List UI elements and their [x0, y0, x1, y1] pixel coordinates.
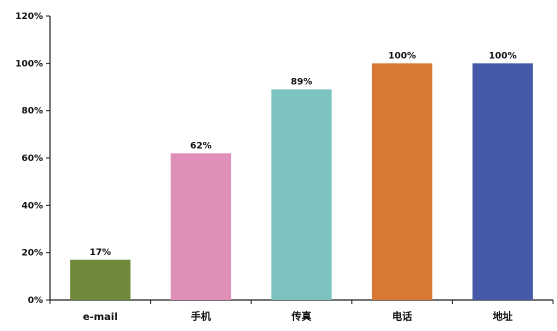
- y-tick-label: 120%: [15, 12, 43, 22]
- y-tick-label: 60%: [21, 154, 43, 164]
- y-tick-label: 80%: [21, 107, 43, 117]
- y-tick-label: 40%: [21, 201, 43, 211]
- data-label-3: 89%: [291, 77, 313, 87]
- x-category-label-4: 电话: [392, 310, 412, 323]
- bar-5: [472, 63, 533, 301]
- bar-4: [371, 63, 433, 301]
- x-category-label-3: 传真: [291, 310, 312, 323]
- bar-1: [70, 259, 131, 300]
- data-label-4: 100%: [388, 51, 416, 61]
- data-label-5: 100%: [489, 51, 517, 61]
- bar-2: [170, 153, 232, 300]
- x-category-label-5: 地址: [493, 310, 513, 323]
- data-labels: 17% 62% 89% 100% 100%: [90, 51, 517, 257]
- data-label-1: 17%: [90, 248, 112, 258]
- data-label-2: 62%: [190, 141, 212, 151]
- bars: [70, 63, 533, 301]
- y-tick-label: 100%: [15, 59, 43, 69]
- y-tick-label: 0%: [28, 296, 43, 306]
- x-axis: e-mail 手机 传真 电话 地址: [49, 299, 554, 323]
- y-tick-label: 20%: [21, 249, 43, 259]
- x-category-label-2: 手机: [191, 310, 211, 323]
- x-category-label-1: e-mail: [83, 312, 118, 323]
- y-axis: 0% 20% 40% 60% 80% 100% 120%: [15, 12, 51, 306]
- bar-3: [271, 89, 332, 300]
